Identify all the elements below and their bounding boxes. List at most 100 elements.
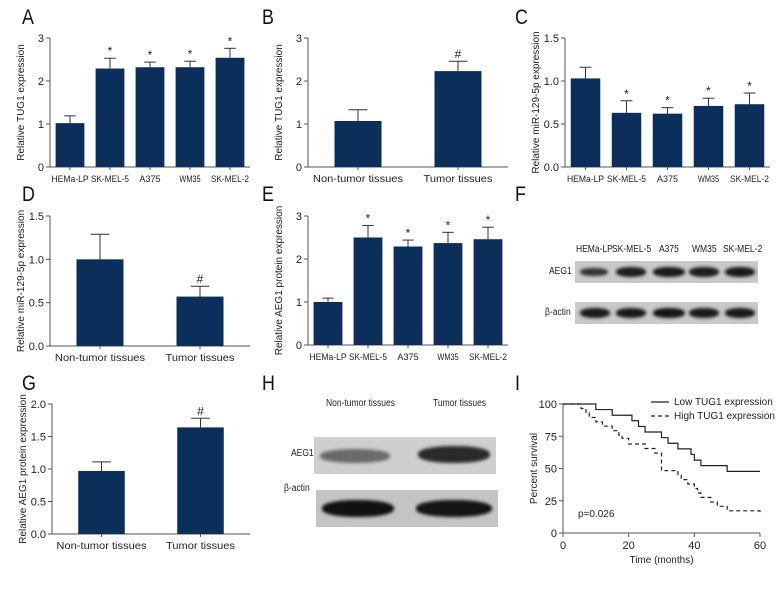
chart-d-y-tick-label: 1.0 <box>29 254 44 266</box>
chart-c-x-tick-label: HEMa-LP <box>567 174 604 185</box>
chart-e-x-tick-label: SK-MEL-5 <box>349 352 387 363</box>
chart-e-bar <box>393 246 423 345</box>
chart-i-series-line <box>563 403 761 516</box>
chart-e-significance-mark: * <box>486 213 491 227</box>
chart-d-significance-mark: # <box>197 272 204 286</box>
lane-label: WM35 <box>692 244 717 255</box>
lane-label: SK-MEL-2 <box>723 244 763 255</box>
chart-a-x-tick-label: SK-MEL-5 <box>91 174 129 185</box>
chart-i-x-tick-label: 20 <box>623 540 635 552</box>
lane-label: SK-MEL-5 <box>612 244 652 255</box>
panel-label-f: F <box>515 183 526 206</box>
chart-b-y-tick-label: 3 <box>296 33 302 45</box>
chart-d-bar <box>76 259 124 346</box>
chart-g-x-tick-label: Tumor tissues <box>166 541 235 552</box>
chart-g-bar <box>177 427 224 534</box>
chart-a-x-tick-label: HEMa-LP <box>51 174 88 185</box>
panel-label-a: A <box>22 6 34 29</box>
chart-e-x-tick-label: HEMa-LP <box>309 352 346 363</box>
chart-c-y-label: Relative miR-129-5p expression <box>531 31 542 173</box>
chart-e-y-label: Relative AEG1 protein expression <box>274 206 285 356</box>
chart-c-bar <box>652 113 683 167</box>
chart-g-significance-mark: # <box>197 404 204 418</box>
chart-e-bar <box>353 237 383 345</box>
chart-g-y-tick-label: 0.5 <box>31 497 46 509</box>
lane-label: A375 <box>659 244 679 255</box>
chart-e-significance-mark: * <box>446 218 451 232</box>
chart-c-x-tick-label: A375 <box>657 174 678 185</box>
chart-a-significance-mark: * <box>148 48 153 62</box>
chart-i-legend-label: Low TUG1 expression <box>674 397 773 408</box>
panel-label-b: B <box>262 6 274 29</box>
chart-d-x-tick-label: Tumor tissues <box>166 353 235 364</box>
chart-a-bar <box>215 57 245 167</box>
chart-c-bar <box>570 78 601 167</box>
chart-a-bar <box>95 68 125 167</box>
chart-e-y-tick-label: 0 <box>296 340 302 352</box>
lane-label: Tumor tissues <box>433 398 487 409</box>
chart-c-bar <box>734 104 765 167</box>
chart-a-bar <box>55 123 85 167</box>
chart-i-y-tick-label: 0 <box>551 528 557 540</box>
chart-i-p-value: p=0.026 <box>578 509 615 520</box>
chart-a-x-tick-label: A375 <box>139 174 160 185</box>
chart-a-significance-mark: * <box>108 44 113 58</box>
western-blot-h: Non-tumor tissues Tumor tissues AEG1 β-a… <box>270 395 510 527</box>
chart-a-bar <box>175 67 205 167</box>
beta-actin-blot-strip <box>316 490 498 527</box>
panel-label-c: C <box>515 6 528 29</box>
chart-b-y-tick-label: 2 <box>296 76 302 88</box>
chart-b-significance-mark: # <box>455 47 462 61</box>
chart-g-y-label: Relative AEG1 protein expression <box>18 394 29 544</box>
chart-e-x-tick-label: A375 <box>397 352 418 363</box>
chart-i-y-label: Percent survival <box>529 433 540 504</box>
chart-i-y-tick-label: 75 <box>545 431 557 443</box>
chart-a-x-tick-label: SK-MEL-2 <box>211 174 249 185</box>
chart-d-bar <box>176 296 224 346</box>
row-label-aeg1: AEG1 <box>291 448 314 459</box>
chart-c-y-tick-label: 0.0 <box>544 162 559 174</box>
panel-label-d: D <box>22 183 35 206</box>
chart-g-x-tick-label: Non-tumor tissues <box>56 541 146 552</box>
lane-label: Non-tumor tissues <box>326 398 395 409</box>
panel-label-e: E <box>262 183 274 206</box>
chart-i-x-tick-label: 40 <box>688 540 700 552</box>
chart-a-y-label: Relative TUG1 expression <box>16 44 27 161</box>
chart-i-y-tick-label: 100 <box>539 399 557 411</box>
chart-e-x-tick-label: WM35 <box>437 352 458 363</box>
western-blot-f: HEMa-LP SK-MEL-5 A375 WM35 SK-MEL-2 AEG1… <box>520 240 780 340</box>
chart-c-significance-mark: * <box>706 84 711 98</box>
chart-b-x-tick-label: Tumor tissues <box>424 174 493 185</box>
chart-c-y-tick-label: 0.5 <box>544 119 559 131</box>
chart-b-x-tick-label: Non-tumor tissues <box>313 174 403 185</box>
chart-c-x-tick-label: WM35 <box>698 174 719 185</box>
panel-label-h: H <box>262 372 275 395</box>
chart-c-significance-mark: * <box>624 87 629 101</box>
chart-b-y-label: Relative TUG1 expression <box>274 44 285 161</box>
chart-a-y-tick-label: 2 <box>38 76 44 88</box>
lane-label: HEMa-LP <box>576 244 613 255</box>
chart-c-bar <box>693 105 724 167</box>
chart-e-bar <box>473 239 503 345</box>
chart-b-y-tick-label: 1 <box>296 119 302 131</box>
chart-i-y-tick-label: 50 <box>545 464 557 476</box>
chart-b-bar <box>434 71 482 167</box>
chart-d-y-tick-label: 1.5 <box>29 211 44 223</box>
chart-i-legend-label: High TUG1 expression <box>674 411 775 422</box>
chart-c-x-tick-label: SK-MEL-2 <box>730 174 769 185</box>
chart-g-y-tick-label: 0.0 <box>31 529 46 541</box>
chart-e-y-tick-label: 1 <box>296 297 302 309</box>
chart-d-y-label: Relative miR-129-5p expression <box>16 210 27 352</box>
chart-i-x-tick-label: 0 <box>560 540 566 552</box>
chart-i-x-label: Time (months) <box>629 555 693 566</box>
row-label-beta-actin: β-actin <box>545 307 571 318</box>
chart-a-y-tick-label: 3 <box>38 33 44 45</box>
chart-d-x-tick-label: Non-tumor tissues <box>55 353 145 364</box>
chart-c-y-tick-label: 1.0 <box>544 76 559 88</box>
chart-a-y-tick-label: 0 <box>38 162 44 174</box>
chart-b-bar <box>334 120 382 167</box>
chart-a-x-tick-label: WM35 <box>179 174 200 185</box>
aeg1-blot-strip <box>575 261 758 283</box>
chart-c-x-tick-label: SK-MEL-5 <box>607 174 646 185</box>
chart-g-y-tick-label: 1.0 <box>31 464 46 476</box>
